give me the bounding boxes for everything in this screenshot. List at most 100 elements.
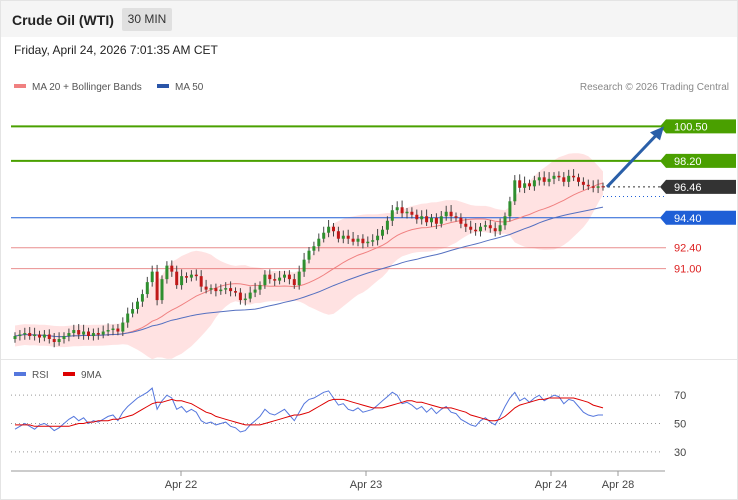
candle [185, 276, 188, 278]
candle [209, 288, 213, 290]
candle [557, 175, 561, 178]
candle [415, 214, 419, 220]
candle [278, 277, 282, 281]
level-label-98.20: 98.20 [674, 156, 702, 168]
candle [287, 274, 291, 280]
candle [87, 331, 90, 337]
candle [273, 279, 277, 281]
candle [523, 183, 527, 188]
candle [28, 333, 32, 337]
legend-rsi-label: RSI [32, 370, 49, 381]
rsi-tick-label-30: 30 [674, 447, 686, 459]
candle [238, 292, 242, 301]
rsi-ma-line [15, 397, 604, 427]
legend-rsi: RSI [14, 370, 49, 381]
candle [601, 186, 605, 188]
candle [376, 235, 380, 241]
x-tick-label-apr-28: Apr 28 [602, 479, 634, 491]
candle [204, 286, 208, 290]
header-bar: Crude Oil (WTI) 30 MIN [1, 1, 737, 37]
candle [136, 301, 139, 310]
candle [508, 201, 512, 217]
rsi-ma-swatch [63, 372, 75, 377]
candle [38, 334, 41, 338]
candle [194, 274, 198, 277]
candle [425, 216, 429, 223]
candle [381, 229, 384, 236]
candle [297, 271, 301, 286]
candle [454, 216, 458, 218]
candle [165, 265, 169, 280]
candle [13, 336, 17, 340]
candle [292, 279, 296, 286]
bollinger-band [15, 153, 603, 360]
candle [248, 292, 252, 299]
candle [47, 334, 51, 340]
candle [126, 313, 130, 323]
candle [410, 211, 414, 215]
candle [552, 175, 556, 179]
projection-arrow-head [650, 126, 664, 141]
report-datetime: Friday, April 24, 2026 7:01:35 AM CET [14, 43, 218, 57]
candle [307, 250, 311, 260]
candle [42, 334, 46, 338]
candle [312, 246, 316, 251]
candle [572, 175, 576, 178]
candle [503, 216, 507, 226]
candle [62, 336, 66, 340]
candle [513, 180, 517, 202]
candle [444, 211, 448, 217]
rsi-tick-label-50: 50 [674, 419, 686, 431]
candle [420, 216, 424, 220]
candle [150, 271, 154, 283]
candle [33, 334, 37, 337]
candle [219, 289, 223, 292]
candle [346, 235, 350, 239]
candle [356, 238, 360, 242]
candle [180, 276, 184, 286]
legend-ma50: MA 50 [157, 82, 203, 93]
candle [253, 289, 257, 293]
candle [361, 238, 365, 244]
level-label-96.46: 96.46 [674, 182, 702, 194]
candle [189, 274, 193, 278]
candle [72, 330, 76, 334]
candle [332, 226, 335, 232]
legend-rsi-ma-label: 9MA [81, 370, 102, 381]
candle [493, 228, 497, 232]
candle [214, 288, 218, 292]
candle [586, 184, 590, 187]
projection-arrow-shaft [605, 134, 658, 188]
candle [577, 177, 580, 182]
candle [140, 294, 144, 302]
timeframe-badge[interactable]: 30 MIN [122, 8, 172, 31]
candle [111, 328, 115, 331]
candle [390, 210, 394, 221]
legend-ma50-label: MA 50 [175, 82, 204, 93]
candle [263, 274, 267, 286]
candle [199, 276, 203, 287]
candle [385, 220, 389, 230]
candle [160, 279, 164, 301]
credit-text: Research © 2026 Trading Central [579, 82, 729, 93]
candle [155, 271, 159, 301]
candle [474, 229, 478, 232]
candle [596, 186, 600, 188]
candle [469, 226, 473, 230]
candle [268, 274, 272, 280]
panel-divider [1, 359, 737, 360]
candle [528, 183, 531, 187]
rsi-tick-label-70: 70 [674, 390, 686, 402]
candle [547, 178, 551, 182]
candle [106, 330, 110, 332]
candle [518, 180, 522, 188]
level-label-100.50: 100.50 [674, 121, 708, 133]
candle [400, 207, 404, 214]
level-tag-94.40 [660, 210, 736, 225]
level-tag-96.46 [660, 179, 736, 194]
level-label-92.40: 92.40 [674, 243, 702, 255]
rsi-line [14, 387, 603, 433]
candle [459, 217, 463, 224]
candle [116, 328, 120, 332]
